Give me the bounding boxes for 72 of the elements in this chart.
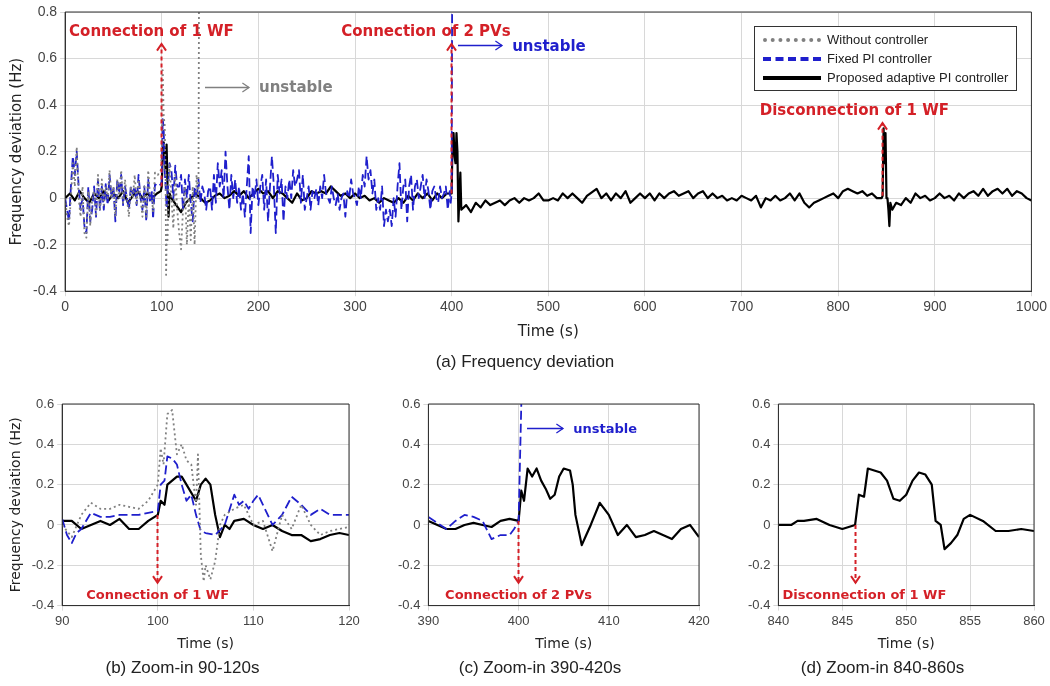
legend-label: Without controller — [827, 32, 929, 47]
y-tick-label: 0 — [413, 516, 421, 532]
text: (d) Zoom-in 840-860s — [799, 658, 966, 678]
y-tick-label: 0.4 — [37, 95, 58, 112]
y-tick-label: 0.6 — [36, 395, 55, 411]
y-tick-label: -0.2 — [33, 235, 58, 252]
text: (a) Frequency deviation — [434, 352, 616, 372]
y-axis-title: Frequency deviation (Hz) — [6, 57, 25, 246]
x-tick-label: 110 — [243, 612, 264, 628]
y-axis-title: Frequency deviation (Hz) — [7, 417, 24, 593]
x-tick-label: 100 — [150, 298, 174, 315]
x-tick-label: 860 — [1023, 612, 1045, 628]
y-tick-label: -0.4 — [33, 282, 58, 299]
x-tick-label: 200 — [246, 298, 271, 315]
y-tick-label: 0.2 — [36, 476, 55, 492]
x-tick-label: 100 — [146, 612, 169, 628]
y-tick-label: 0.6 — [37, 49, 58, 66]
y-tick-label: 0 — [46, 516, 55, 532]
y-tick-label: 0.6 — [752, 395, 771, 411]
x-axis-title: Time (s) — [534, 635, 593, 652]
x-tick-label: 420 — [688, 612, 710, 628]
x-tick-label: 410 — [597, 612, 620, 628]
y-tick-label: 0.4 — [402, 435, 421, 451]
y-tick-label: 0 — [49, 188, 58, 205]
x-tick-label: 0 — [61, 298, 70, 315]
x-tick-label: 855 — [959, 612, 981, 628]
x-tick-label: 400 — [439, 298, 464, 315]
text: (c) Zoom-in 390-420s — [457, 658, 623, 678]
line-series — [428, 404, 523, 540]
y-tick-label: -0.4 — [31, 597, 55, 613]
x-tick-label: 90 — [54, 612, 70, 628]
y-tick-label: 0.2 — [37, 142, 58, 159]
x-tick-label: 300 — [343, 298, 367, 315]
x-tick-label: 500 — [536, 298, 561, 315]
y-tick-label: -0.2 — [747, 556, 771, 572]
y-tick-label: 0 — [763, 516, 771, 532]
y-tick-label: -0.2 — [397, 556, 421, 572]
x-tick-label: 700 — [729, 298, 754, 315]
x-axis-title: Time (s) — [876, 635, 935, 652]
annotation: unstable — [573, 420, 638, 436]
x-axis-title: Time (s) — [176, 635, 235, 652]
annotation: unstable — [512, 36, 586, 55]
annotation: Connection of 1 WF — [69, 22, 234, 40]
x-tick-label: 850 — [895, 612, 918, 628]
y-tick-label: -0.4 — [397, 597, 421, 613]
y-tick-label: 0.4 — [752, 435, 771, 451]
x-tick-label: 400 — [507, 612, 530, 628]
y-tick-label: 0.6 — [402, 395, 421, 411]
x-tick-label: 600 — [633, 298, 657, 315]
x-tick-label: 900 — [923, 298, 947, 315]
y-tick-label: 0.8 — [37, 2, 58, 19]
annotation: unstable — [258, 78, 333, 97]
y-tick-label: -0.2 — [31, 556, 55, 572]
y-tick-label: 0.4 — [36, 435, 55, 451]
x-tick-label: 1000 — [1015, 298, 1048, 315]
annotation: Connection of 1 WF — [86, 586, 230, 602]
legend-label: Fixed PI controller — [827, 51, 932, 66]
x-axis-title: Time (s) — [516, 321, 579, 340]
x-tick-label: 845 — [831, 612, 854, 628]
x-tick-label: 120 — [338, 612, 360, 628]
annotation: Disconnection of 1 WF — [782, 586, 947, 602]
text: (b) Zoom-in 90-120s — [104, 658, 261, 678]
line-series — [65, 12, 200, 276]
annotation: Disconnection of 1 WF — [759, 101, 949, 119]
x-tick-label: 390 — [417, 612, 440, 628]
x-tick-label: 800 — [826, 298, 851, 315]
y-tick-label: 0.2 — [402, 476, 421, 492]
y-tick-label: 0.2 — [752, 476, 771, 492]
annotation: Connection of 2 PVs — [445, 586, 592, 602]
legend-label: Proposed adaptive PI controller — [827, 70, 1009, 85]
x-tick-label: 840 — [767, 612, 790, 628]
y-tick-label: -0.4 — [747, 597, 771, 613]
